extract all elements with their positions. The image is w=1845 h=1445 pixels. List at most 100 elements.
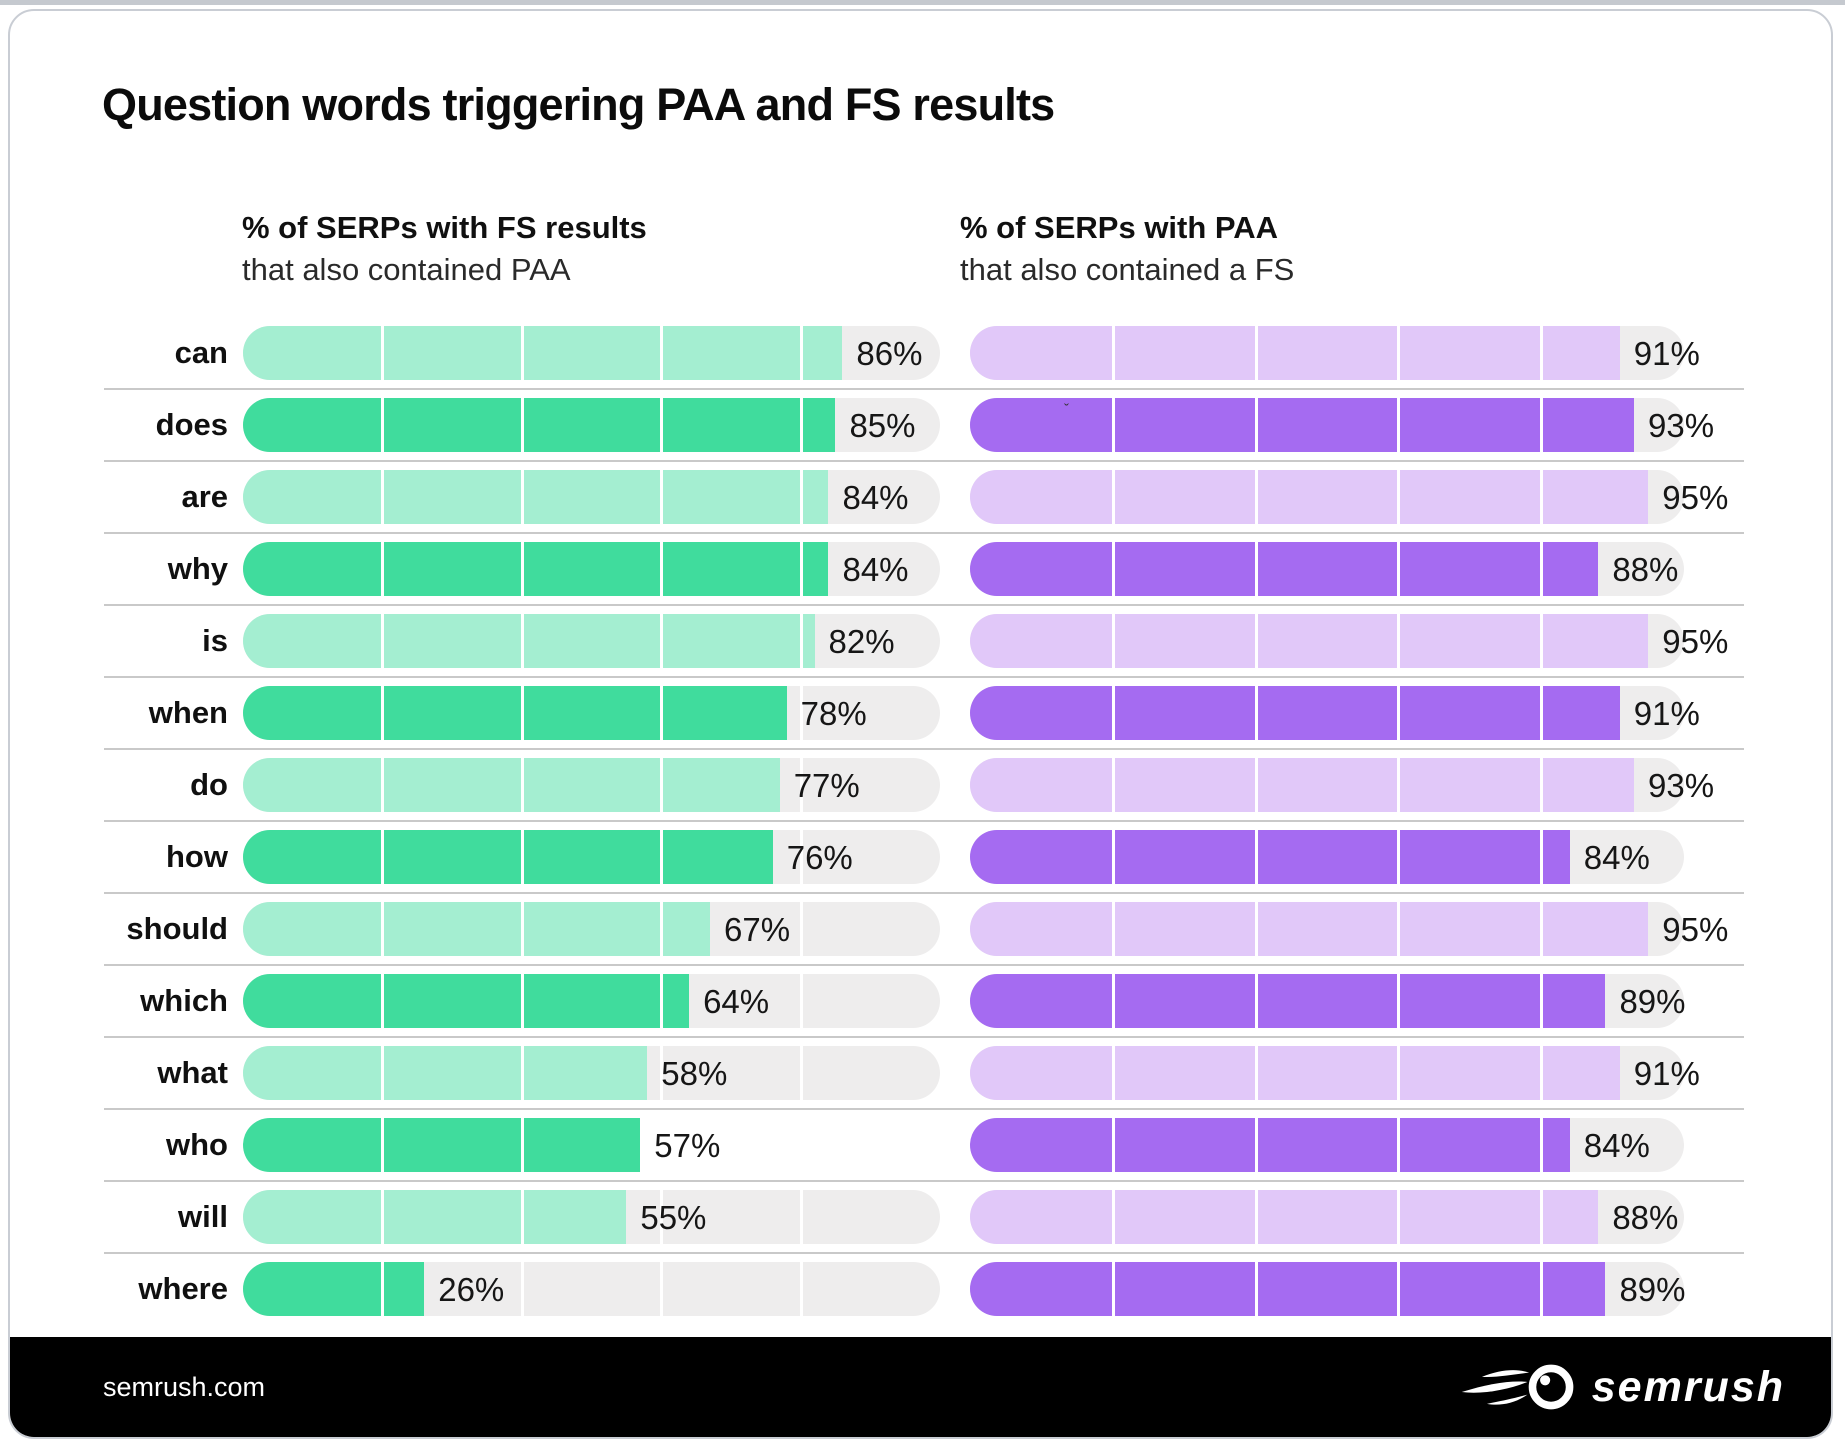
fs-bar: 57% bbox=[243, 1118, 940, 1172]
segment-divider bbox=[520, 1190, 524, 1244]
chart-row: which 64% 89% bbox=[104, 965, 1744, 1038]
segment-divider bbox=[660, 1190, 664, 1244]
bar-fill bbox=[970, 686, 1620, 740]
fs-bar: 84% bbox=[243, 470, 940, 524]
segment-divider bbox=[1540, 470, 1544, 524]
bar-fill bbox=[970, 326, 1620, 380]
segment-divider bbox=[1254, 614, 1258, 668]
segment-divider bbox=[1254, 902, 1258, 956]
bar-fill bbox=[243, 542, 829, 596]
paa-bar: 88% bbox=[970, 1190, 1684, 1244]
segment-divider bbox=[1540, 830, 1544, 884]
bar-value: 64% bbox=[703, 983, 770, 1020]
row-label: when bbox=[148, 695, 228, 730]
segment-divider bbox=[799, 830, 803, 884]
bar-value: 86% bbox=[856, 335, 923, 372]
row-label: how bbox=[166, 839, 228, 874]
bar-fill bbox=[970, 470, 1649, 524]
chart-row: is 82% 95% bbox=[104, 605, 1744, 678]
segment-divider bbox=[1397, 686, 1401, 740]
bar-fill bbox=[970, 1262, 1606, 1316]
chart-row: do 77% 93% bbox=[104, 749, 1744, 822]
segment-divider bbox=[1254, 758, 1258, 812]
infographic-card: Question words triggering PAA and FS res… bbox=[8, 9, 1833, 1439]
bar-fill bbox=[243, 902, 710, 956]
bar-value: 89% bbox=[1619, 1271, 1686, 1308]
segment-divider bbox=[1254, 542, 1258, 596]
paa-bar: 89% bbox=[970, 974, 1686, 1028]
fs-bar: 26% bbox=[243, 1262, 940, 1316]
chart-row: why 84% 88% bbox=[104, 533, 1744, 606]
segment-divider bbox=[799, 614, 803, 668]
segment-divider bbox=[381, 902, 385, 956]
semrush-logo: semrush bbox=[1460, 1356, 1785, 1418]
segment-divider bbox=[660, 326, 664, 380]
bar-fill bbox=[243, 398, 836, 452]
row-label: should bbox=[126, 911, 228, 946]
segment-divider bbox=[1397, 902, 1401, 956]
segment-divider bbox=[1397, 398, 1401, 452]
bar-fill bbox=[970, 1190, 1599, 1244]
segment-divider bbox=[1111, 326, 1115, 380]
fs-bar: 76% bbox=[243, 830, 940, 884]
fs-column-heading: % of SERPs with FS results bbox=[242, 210, 647, 245]
paa-bar: 88% bbox=[970, 542, 1684, 596]
segment-divider bbox=[799, 542, 803, 596]
segment-divider bbox=[381, 758, 385, 812]
stray-mark: ˇ bbox=[1064, 401, 1069, 418]
segment-divider bbox=[1540, 686, 1544, 740]
segment-divider bbox=[1540, 398, 1544, 452]
row-label: where bbox=[138, 1271, 228, 1306]
chart-row: are 84% 95% bbox=[104, 461, 1744, 534]
segment-divider bbox=[660, 542, 664, 596]
chart-row: can 86% 91% bbox=[104, 317, 1744, 390]
segment-divider bbox=[520, 686, 524, 740]
paa-column-header: % of SERPs with PAA that also contained … bbox=[960, 209, 1294, 289]
row-label: will bbox=[178, 1199, 228, 1234]
paa-bar: 91% bbox=[970, 686, 1700, 740]
segment-divider bbox=[1111, 614, 1115, 668]
segment-divider bbox=[520, 1118, 524, 1172]
segment-divider bbox=[520, 1262, 524, 1316]
segment-divider bbox=[799, 326, 803, 380]
bar-value: 55% bbox=[640, 1199, 707, 1236]
bar-value: 84% bbox=[1583, 1127, 1650, 1164]
segment-divider bbox=[1254, 1262, 1258, 1316]
segment-divider bbox=[1111, 758, 1115, 812]
paa-bar: 84% bbox=[970, 1118, 1684, 1172]
bar-value: 93% bbox=[1648, 407, 1715, 444]
bar-value: 91% bbox=[1633, 695, 1700, 732]
segment-divider bbox=[1111, 1262, 1115, 1316]
bar-value: 77% bbox=[793, 767, 860, 804]
bar-fill bbox=[243, 326, 843, 380]
bar-value: 95% bbox=[1662, 911, 1729, 948]
bar-fill bbox=[970, 758, 1635, 812]
bar-value: 67% bbox=[723, 911, 791, 948]
segment-divider bbox=[1540, 1262, 1544, 1316]
bar-value: 76% bbox=[786, 839, 853, 876]
segment-divider bbox=[381, 830, 385, 884]
fs-bar: 86% bbox=[243, 326, 940, 380]
fs-bar: 82% bbox=[243, 614, 940, 668]
paa-bar: 91% bbox=[970, 1046, 1700, 1100]
segment-divider bbox=[381, 1190, 385, 1244]
segment-divider bbox=[381, 686, 385, 740]
segment-divider bbox=[660, 470, 664, 524]
segment-divider bbox=[1540, 1118, 1544, 1172]
segment-divider bbox=[381, 974, 385, 1028]
segment-divider bbox=[799, 398, 803, 452]
segment-divider bbox=[1540, 542, 1544, 596]
bar-value: 84% bbox=[1583, 839, 1650, 876]
row-label: who bbox=[166, 1127, 228, 1162]
row-label: are bbox=[181, 479, 228, 514]
segment-divider bbox=[1254, 1118, 1258, 1172]
bar-fill bbox=[243, 1046, 648, 1100]
segment-divider bbox=[1397, 326, 1401, 380]
segment-divider bbox=[1397, 1262, 1401, 1316]
semrush-flame-icon bbox=[1461, 1364, 1574, 1410]
segment-divider bbox=[1254, 398, 1258, 452]
row-label: can bbox=[174, 335, 228, 370]
chart-row: will 55% 88% bbox=[104, 1181, 1744, 1254]
segment-divider bbox=[1111, 686, 1115, 740]
bar-value: 57% bbox=[654, 1127, 721, 1164]
